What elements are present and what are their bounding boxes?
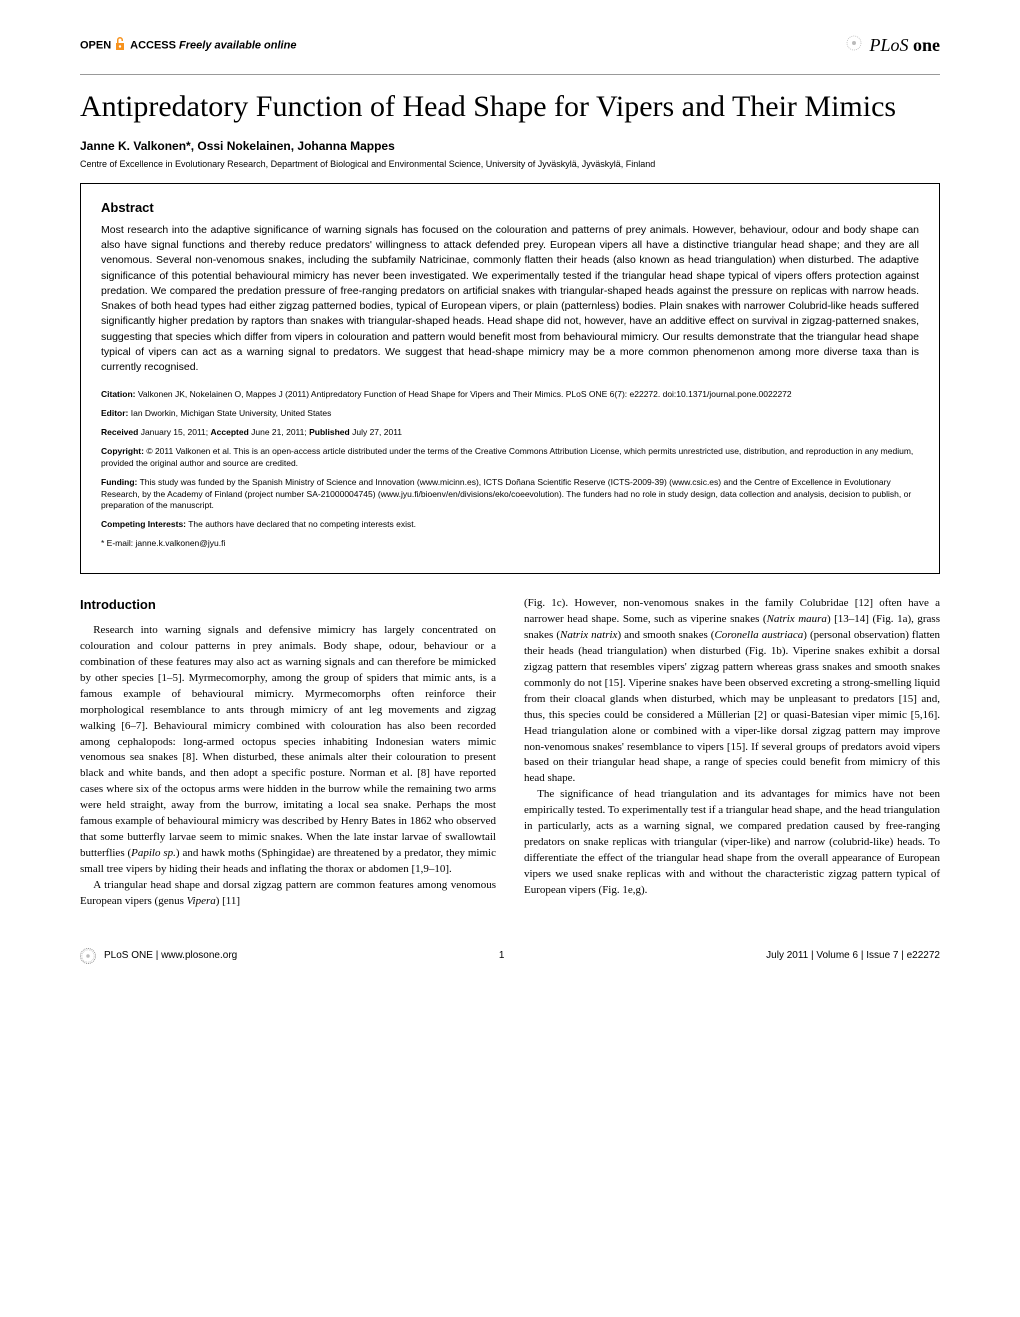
page-footer: PLoS ONE | www.plosone.org 1 July 2011 |… (80, 948, 940, 964)
competing-line: Competing Interests: The authors have de… (101, 519, 919, 531)
right-paragraph-1: (Fig. 1c). However, non-venomous snakes … (524, 596, 940, 787)
open-access-open: OPEN (80, 39, 111, 51)
funding-text: This study was funded by the Spanish Min… (101, 477, 911, 511)
copyright-label: Copyright: (101, 446, 144, 456)
freely-available-text: Freely available online (179, 39, 296, 51)
species-coronella: Coronella austriaca (714, 629, 803, 641)
competing-text: The authors have declared that no compet… (186, 519, 416, 529)
published-text: July 27, 2011 (350, 427, 402, 437)
footer-issue: July 2011 | Volume 6 | Issue 7 | e22272 (766, 950, 940, 961)
accepted-text: June 21, 2011; (249, 427, 309, 437)
citation-line: Citation: Valkonen JK, Nokelainen O, Map… (101, 389, 919, 401)
footer-site: PLoS ONE | www.plosone.org (104, 950, 237, 961)
intro-paragraph-2: A triangular head shape and dorsal zigza… (80, 878, 496, 910)
citation-text: Valkonen JK, Nokelainen O, Mappes J (201… (135, 389, 791, 399)
received-label: Received (101, 427, 138, 437)
intro-heading: Introduction (80, 596, 496, 615)
species-natrix-maura: Natrix maura (767, 613, 827, 625)
abstract-heading: Abstract (101, 200, 919, 215)
right-column: (Fig. 1c). However, non-venomous snakes … (524, 596, 940, 910)
right-paragraph-2: The significance of head triangulation a… (524, 787, 940, 899)
body-columns: Introduction Research into warning signa… (80, 596, 940, 910)
open-access-icon (114, 39, 130, 55)
received-text: January 15, 2011; (138, 427, 210, 437)
footer-page-number: 1 (499, 950, 505, 961)
species-vipera: Vipera (187, 895, 216, 907)
copyright-text: © 2011 Valkonen et al. This is an open-a… (101, 446, 913, 468)
corresponding-line: * E-mail: janne.k.valkonen@jyu.fi (101, 538, 919, 550)
species-natrix-natrix: Natrix natrix (560, 629, 617, 641)
abstract-text: Most research into the adaptive signific… (101, 223, 919, 375)
citation-label: Citation: (101, 389, 135, 399)
footer-left: PLoS ONE | www.plosone.org (80, 948, 237, 964)
journal-brand: PLoS one (846, 35, 940, 56)
abstract-box: Abstract Most research into the adaptive… (80, 183, 940, 574)
dates-line: Received January 15, 2011; Accepted June… (101, 427, 919, 439)
accepted-label: Accepted (211, 427, 249, 437)
brand-plos: PLoS (869, 35, 908, 55)
intro-paragraph-1: Research into warning signals and defens… (80, 623, 496, 878)
left-column: Introduction Research into warning signa… (80, 596, 496, 910)
editor-line: Editor: Ian Dworkin, Michigan State Univ… (101, 408, 919, 420)
plos-logo-icon (846, 40, 866, 55)
open-access-access: ACCESS (130, 39, 176, 51)
editor-text: Ian Dworkin, Michigan State University, … (128, 408, 331, 418)
authors-line: Janne K. Valkonen*, Ossi Nokelainen, Joh… (80, 139, 940, 153)
top-bar: OPEN ACCESS Freely available online PLoS… (80, 35, 940, 56)
article-title: Antipredatory Function of Head Shape for… (80, 89, 940, 125)
copyright-line: Copyright: © 2011 Valkonen et al. This i… (101, 446, 919, 470)
funding-label: Funding: (101, 477, 137, 487)
species-papilo: Papilo sp. (131, 847, 176, 859)
brand-one: one (909, 35, 941, 55)
editor-label: Editor: (101, 408, 128, 418)
competing-label: Competing Interests: (101, 519, 186, 529)
funding-line: Funding: This study was funded by the Sp… (101, 477, 919, 513)
published-label: Published (309, 427, 350, 437)
footer-logo-icon (80, 948, 96, 964)
affiliation-line: Centre of Excellence in Evolutionary Res… (80, 159, 940, 169)
open-access-badge: OPEN ACCESS Freely available online (80, 36, 296, 55)
header-rule (80, 74, 940, 75)
